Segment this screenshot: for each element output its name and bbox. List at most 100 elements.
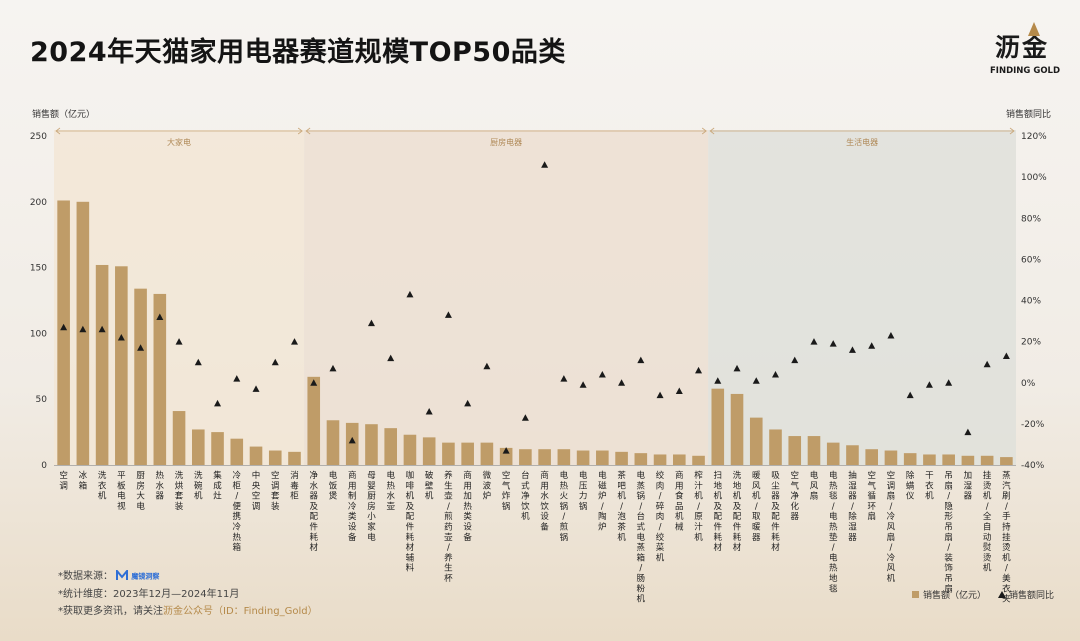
right-tick-label: 0% (1021, 379, 1036, 389)
bar-14 (326, 420, 340, 465)
legend-bar-label: 销售额（亿元） (923, 591, 987, 601)
bar-9 (230, 438, 244, 465)
category-label-17: 电热水壶 (386, 470, 395, 512)
bar-28 (596, 450, 609, 465)
right-tick-label: -40% (1021, 461, 1045, 471)
left-tick-label: 250 (30, 132, 47, 142)
category-label-27: 电压力锅 (579, 470, 588, 512)
yoy-marker-13 (310, 379, 318, 386)
category-label-43: 空调扇/冷风扇/冷风机 (887, 470, 896, 584)
source-brand: 魔镜洞察 (116, 568, 159, 582)
bar-5 (153, 293, 167, 465)
bar-15 (345, 422, 359, 465)
bar-39 (807, 436, 821, 465)
left-tick-label: 0 (41, 461, 47, 471)
yoy-marker-33 (695, 366, 703, 374)
right-axis-title: 销售额同比 (1006, 110, 1052, 120)
footer-source: *数据来源： 魔镜洞察 (58, 567, 159, 582)
yoy-marker-1 (79, 325, 87, 333)
yoy-marker-44 (906, 391, 914, 399)
yoy-marker-10 (252, 385, 260, 392)
yoy-marker-3 (117, 334, 125, 341)
bar-42 (865, 449, 878, 465)
category-label-8: 集成灶 (213, 470, 222, 502)
category-label-9: 冷柜/便携冷热箱 (233, 470, 242, 553)
bar-25 (538, 449, 551, 465)
bar-6 (172, 411, 186, 465)
category-label-6: 洗烘套装 (175, 470, 184, 512)
yoy-marker-2 (98, 325, 106, 333)
bar-46 (942, 454, 955, 465)
bar-24 (519, 449, 532, 465)
yoy-marker-28 (598, 371, 606, 378)
yoy-marker-42 (868, 342, 876, 349)
footer-more-highlight: 沥金公众号（ID：Finding_Gold） (163, 606, 318, 617)
footer-more-prefix: *获取更多资讯，请关注 (58, 606, 163, 617)
footer-period: *统计维度：2023年12月—2024年11月 (58, 589, 240, 600)
yoy-marker-19 (425, 408, 433, 415)
group-band-2 (708, 130, 1016, 465)
yoy-marker-38 (791, 356, 799, 364)
right-tick-label: 20% (1021, 338, 1041, 348)
yoy-marker-45 (925, 381, 933, 388)
bar-43 (884, 450, 898, 465)
yoy-marker-11 (271, 358, 279, 366)
category-label-31: 绞肉/碎肉/绞菜机 (656, 470, 665, 563)
category-label-34: 扫地机及配件耗材 (714, 470, 723, 553)
category-label-33: 榨汁机/原汁机 (694, 470, 703, 543)
yoy-marker-7 (194, 358, 202, 366)
bar-35 (730, 393, 744, 465)
category-label-24: 台式净饮机 (521, 470, 530, 522)
bar-32 (673, 454, 686, 465)
bar-12 (288, 451, 301, 465)
bar-48 (980, 455, 994, 465)
yoy-marker-9 (233, 375, 241, 382)
yoy-marker-17 (387, 354, 395, 362)
category-label-32: 商用食品机械 (675, 470, 684, 533)
brand-logo: 沥金 FINDING GOLD (990, 22, 1060, 76)
yoy-marker-46 (945, 379, 953, 386)
bar-21 (461, 442, 474, 465)
yoy-marker-14 (329, 364, 337, 372)
yoy-marker-24 (521, 414, 529, 421)
group-label-1: 厨房电器 (490, 137, 522, 147)
category-label-29: 茶吧机/泡茶机 (617, 470, 626, 543)
category-label-2: 洗衣机 (98, 470, 107, 502)
category-label-13: 净水器及配件耗材 (309, 470, 318, 553)
group-label-2: 生活电器 (846, 137, 878, 147)
group-bracket-right-arrow-1 (701, 127, 707, 135)
bar-3 (115, 266, 128, 465)
yoy-marker-18 (406, 290, 414, 298)
group-label-0: 大家电 (167, 137, 191, 147)
left-axis-title: 销售额（亿元） (32, 110, 96, 120)
bar-47 (961, 455, 975, 465)
category-label-4: 厨房大电 (136, 471, 145, 512)
bar-19 (422, 437, 436, 465)
yoy-marker-37 (772, 371, 779, 378)
bar-23 (499, 447, 513, 465)
page-title: 2024年天猫家用电器赛道规模TOP50品类 (30, 37, 566, 68)
logo-cn-text: 沥金 (994, 33, 1049, 62)
category-label-22: 微波炉 (483, 470, 492, 502)
category-label-18: 咖啡机及配件耗材辅料 (406, 470, 415, 574)
bar-17 (384, 428, 397, 465)
bar-26 (557, 449, 571, 465)
yoy-marker-26 (560, 375, 568, 382)
yoy-marker-49 (1002, 352, 1010, 360)
group-bracket-left-arrow-1 (305, 127, 311, 135)
bar-41 (846, 445, 859, 465)
category-label-44: 除螨仪 (906, 470, 915, 502)
bar-4 (134, 288, 147, 465)
category-label-37: 吸尘器及配件耗材 (771, 471, 780, 553)
bar-38 (788, 436, 802, 465)
bar-31 (653, 454, 667, 465)
category-label-25: 商用水饮设备 (540, 470, 549, 533)
category-label-45: 干衣机 (925, 471, 934, 502)
category-label-15: 商用制冷类设备 (348, 470, 357, 543)
bar-22 (480, 442, 494, 465)
category-label-41: 抽湿器/除湿器 (848, 470, 857, 543)
yoy-marker-6 (175, 338, 183, 345)
category-label-23: 空气炸锅 (502, 470, 511, 512)
right-tick-label: 60% (1021, 255, 1041, 265)
bar-11 (268, 450, 282, 465)
